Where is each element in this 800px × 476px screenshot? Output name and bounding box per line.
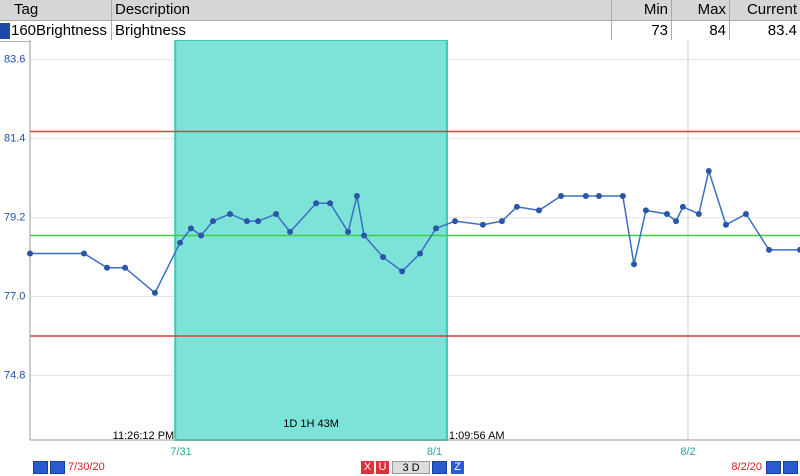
col-header[interactable]: Tag xyxy=(0,0,112,20)
scroll-left-button[interactable] xyxy=(33,461,48,474)
data-point xyxy=(209,218,216,225)
data-point xyxy=(452,218,459,225)
y-tick-label: 79.2 xyxy=(4,211,25,223)
data-point xyxy=(187,225,194,232)
data-point xyxy=(345,228,352,235)
selection-end: 1:09:56 AM xyxy=(449,430,505,442)
span-select[interactable]: 3 D xyxy=(392,461,430,474)
page-left-button[interactable] xyxy=(50,461,65,474)
data-point xyxy=(104,264,111,271)
table-header: Tag Description Min Max Current xyxy=(0,0,800,21)
y-tick-label: 74.8 xyxy=(4,369,25,381)
data-point xyxy=(380,254,387,261)
data-point xyxy=(198,232,205,239)
data-point xyxy=(535,207,542,214)
span-dropdown[interactable] xyxy=(432,461,447,474)
cell: Brightness xyxy=(112,21,612,41)
data-point xyxy=(513,203,520,210)
x-tick-label: 8/1 xyxy=(427,446,442,456)
range-end: 8/2/20 xyxy=(731,461,762,473)
table-row[interactable]: 160Brightness Brightness 73 84 83.4 xyxy=(0,21,800,42)
data-point xyxy=(596,193,603,200)
data-point xyxy=(151,289,158,296)
data-point xyxy=(27,250,33,257)
cell: 83.4 xyxy=(767,22,797,39)
cell: 73 xyxy=(612,21,672,41)
data-point xyxy=(327,200,334,207)
x-tick-label: 7/31 xyxy=(170,446,191,456)
y-tick-label: 81.4 xyxy=(4,133,25,145)
data-point xyxy=(663,210,670,217)
clear-button[interactable]: X xyxy=(361,461,374,474)
data-point xyxy=(243,218,250,225)
data-point xyxy=(417,250,424,257)
data-point xyxy=(433,225,440,232)
data-point xyxy=(582,193,589,200)
y-tick-label: 77.0 xyxy=(4,290,25,302)
cell: 160Brightness xyxy=(10,21,112,41)
data-point xyxy=(679,203,686,210)
scroll-right-button[interactable] xyxy=(783,461,798,474)
data-point xyxy=(722,221,729,228)
data-point xyxy=(80,250,87,257)
data-point xyxy=(695,210,702,217)
data-point xyxy=(287,228,294,235)
data-point xyxy=(498,218,505,225)
page-right-button[interactable] xyxy=(766,461,781,474)
data-point xyxy=(255,218,262,225)
data-point xyxy=(673,218,680,225)
data-point xyxy=(399,268,406,275)
data-point xyxy=(177,239,184,246)
zoom-button[interactable]: Z xyxy=(451,461,464,474)
selection-start: 11:26:12 PM xyxy=(113,430,175,442)
data-point xyxy=(630,261,637,268)
row-icon xyxy=(0,23,10,39)
data-point xyxy=(642,207,649,214)
data-point xyxy=(743,210,750,217)
data-point xyxy=(705,167,712,174)
data-point xyxy=(313,200,320,207)
data-point xyxy=(273,210,280,217)
data-point xyxy=(557,193,564,200)
data-point xyxy=(122,264,129,271)
selection-duration: 1D 1H 43M xyxy=(283,418,339,430)
data-point xyxy=(353,193,360,200)
data-point xyxy=(766,246,773,253)
data-point xyxy=(797,246,800,253)
x-tick-label: 8/2 xyxy=(680,446,695,456)
chart: 83.6 81.4 79.2 77.0 74.8 7/31 8/1 8/2 1D 1H 43M 1… xyxy=(4,40,800,456)
cell: 84 xyxy=(672,21,730,41)
undo-button[interactable]: U xyxy=(376,461,389,474)
data-point xyxy=(619,193,626,200)
data-point xyxy=(226,210,233,217)
col-header[interactable]: Min xyxy=(612,0,672,20)
range-start: 7/30/20 xyxy=(68,461,105,473)
selection-band xyxy=(174,40,448,441)
data-point xyxy=(479,221,486,228)
col-header[interactable]: Max xyxy=(672,0,730,20)
y-tick-label: 83.6 xyxy=(4,54,25,66)
data-point xyxy=(361,232,368,239)
col-header[interactable]: Current xyxy=(746,1,797,18)
col-header[interactable]: Description xyxy=(112,0,612,20)
